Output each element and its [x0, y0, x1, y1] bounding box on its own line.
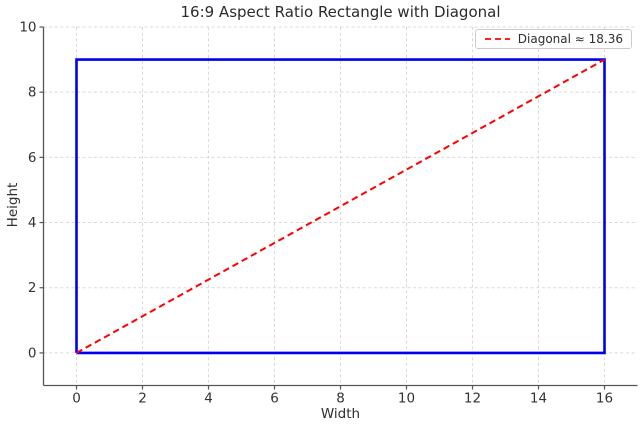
x-tick-label: 10: [398, 391, 415, 407]
chart-title: 16:9 Aspect Ratio Rectangle with Diagona…: [180, 3, 501, 21]
y-tick-label: 10: [19, 20, 36, 36]
x-tick-label: 14: [530, 391, 547, 407]
x-tick-label: 8: [336, 391, 345, 407]
y-tick-label: 8: [28, 85, 37, 101]
x-tick-label: 12: [464, 391, 481, 407]
legend: Diagonal ≈ 18.36: [474, 29, 632, 49]
x-tick-label: 16: [596, 391, 613, 407]
series-diagonal: [76, 58, 605, 354]
y-axis-label: Height: [5, 182, 21, 228]
x-tick-label: 4: [204, 391, 213, 407]
legend-label: Diagonal ≈ 18.36: [517, 32, 623, 46]
x-tick-label: 0: [72, 391, 81, 407]
y-tick-label: 4: [28, 215, 37, 231]
x-tick-label: 6: [270, 391, 279, 407]
y-tick-label: 0: [28, 345, 37, 361]
x-axis-label: Width: [320, 406, 361, 422]
y-tick-label: 6: [28, 150, 37, 166]
x-tick-label: 2: [138, 391, 147, 407]
y-tick-label: 2: [28, 280, 37, 296]
series-rectangle: [75, 58, 606, 355]
legend-dashed-line-icon: [484, 38, 510, 40]
